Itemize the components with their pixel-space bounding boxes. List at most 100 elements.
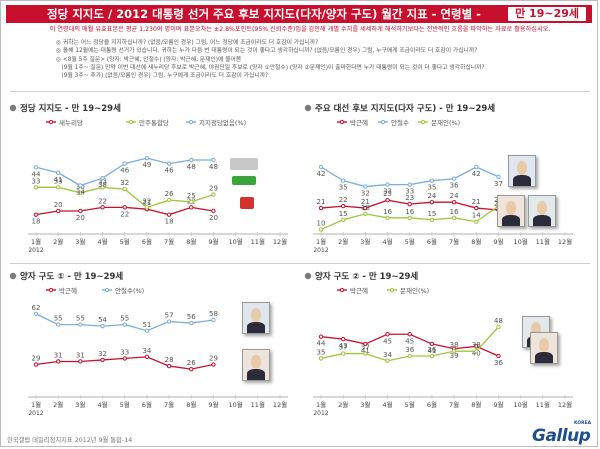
x-tick-label: 12월 — [558, 400, 572, 409]
data-label: 56 — [187, 313, 196, 321]
x-tick-label: 4월 — [97, 400, 107, 409]
data-label: 46 — [120, 167, 129, 175]
x-year-label: 2012 — [28, 247, 43, 254]
question-1: ◎ 귀하는 어느 정당을 지지하십니까? (없음/모름인 경우) 그럼, 어느 … — [56, 40, 319, 46]
x-tick-label: 4월 — [97, 237, 107, 246]
data-point — [474, 219, 479, 224]
x-tick-label: 11월 — [251, 237, 265, 246]
source-footer: 한국갤럽 데일리정치지표 2012년 9월 통합-14 — [7, 437, 133, 444]
data-label: 31 — [76, 351, 85, 359]
gallup-logo-sub: KOREA — [574, 421, 592, 426]
legend-label: 박근혜 — [350, 118, 368, 127]
candidate-photo-moon — [528, 195, 556, 227]
candidate-photo-park-face — [505, 201, 517, 215]
data-point — [318, 164, 324, 170]
data-point — [33, 165, 39, 170]
data-label: 18 — [361, 204, 370, 212]
x-tick-label: 12월 — [273, 400, 287, 409]
candidate-photo-moon-body — [532, 214, 552, 226]
x-year-label: 2012 — [28, 410, 43, 417]
data-label: 25 — [187, 192, 196, 200]
chart-title: 정당 지지도 - 만 19~29세 — [20, 103, 121, 114]
data-label: 62 — [32, 304, 41, 312]
data-point — [474, 344, 479, 349]
x-tick-label: 6월 — [427, 237, 437, 246]
legend-label: 안철수(%) — [115, 286, 144, 295]
data-point — [474, 164, 479, 170]
data-label: 21 — [472, 198, 481, 206]
data-point — [451, 215, 457, 221]
data-point — [144, 328, 150, 333]
x-tick-label: 3월 — [360, 237, 370, 246]
data-label: 45 — [383, 337, 392, 345]
data-label: 29 — [32, 355, 41, 363]
chart-title: 주요 대선 후보 지지도(다자 구도) - 만 19~29세 — [315, 103, 495, 114]
x-tick-label: 2월 — [53, 237, 63, 246]
x-tick-label: 7월 — [449, 400, 459, 409]
x-tick-label: 1월 — [31, 400, 41, 409]
data-point — [166, 197, 172, 203]
data-label: 23 — [405, 194, 414, 202]
data-label: 36 — [494, 359, 503, 367]
data-point — [451, 176, 457, 181]
chart-title: 양자 구도 ② - 만 19~29세 — [315, 271, 418, 282]
data-label: 34 — [383, 351, 392, 359]
data-point — [496, 353, 501, 359]
legend-label: 새누리당 — [59, 118, 83, 127]
data-label: 20 — [54, 201, 63, 209]
x-tick-label: 5월 — [405, 237, 415, 246]
data-point — [78, 322, 83, 327]
data-point — [55, 322, 61, 327]
age-badge: 만 19~29세 — [508, 7, 586, 21]
x-tick-label: 4월 — [382, 237, 392, 246]
data-label: 15 — [339, 210, 348, 218]
question-2: ◎ 올해 12월에는 대통령 선거가 있습니다. 귀하는 누가 다음 번 대통령… — [56, 48, 478, 55]
x-tick-label: 10월 — [514, 237, 528, 246]
data-point — [100, 323, 105, 329]
data-point — [385, 182, 390, 187]
data-label: 22 — [339, 196, 348, 204]
x-tick-label: 11월 — [536, 400, 550, 409]
data-point — [407, 215, 412, 221]
data-point — [385, 332, 390, 337]
data-point — [189, 157, 194, 163]
x-tick-label: 7월 — [164, 400, 174, 409]
candidate-photo-moon-face — [536, 201, 548, 215]
data-label: 42 — [472, 170, 481, 178]
data-label: 14 — [472, 212, 481, 220]
data-label: 55 — [76, 315, 85, 323]
x-tick-label: 8월 — [471, 237, 481, 246]
data-point — [144, 354, 150, 360]
title-bullet-icon — [304, 104, 312, 112]
data-label: 49 — [142, 161, 151, 169]
legend-marker — [339, 119, 345, 125]
data-point — [407, 332, 412, 337]
data-label: 54 — [98, 316, 107, 324]
data-label: 15 — [427, 210, 436, 218]
x-tick-label: 3월 — [75, 400, 85, 409]
candidate-photo-ahn-body — [512, 174, 532, 186]
data-point — [451, 348, 457, 354]
divider-middle — [10, 263, 590, 264]
data-label: 51 — [142, 321, 151, 329]
x-tick-label: 6월 — [142, 237, 152, 246]
data-label: 22 — [120, 210, 129, 218]
x-tick-label: 3월 — [360, 400, 370, 409]
x-year-label: 2012 — [313, 247, 328, 254]
data-point — [385, 198, 390, 203]
data-point — [211, 362, 216, 367]
report-title: 정당 지지도 / 2012 대통령 선거 주요 후보 지지도(다자/양자 구도)… — [47, 7, 481, 21]
data-point — [363, 211, 368, 217]
data-label: 26 — [187, 359, 196, 367]
data-label: 45 — [405, 337, 414, 345]
data-label: 18 — [165, 218, 174, 226]
x-tick-label: 12월 — [273, 237, 287, 246]
data-point — [407, 182, 412, 187]
candidate-photo-park-2-body — [246, 368, 266, 380]
data-point — [189, 205, 194, 210]
data-label: 33 — [405, 188, 414, 196]
chart-title: 양자 구도 ① - 만 19~29세 — [20, 271, 123, 282]
data-point — [363, 341, 368, 347]
